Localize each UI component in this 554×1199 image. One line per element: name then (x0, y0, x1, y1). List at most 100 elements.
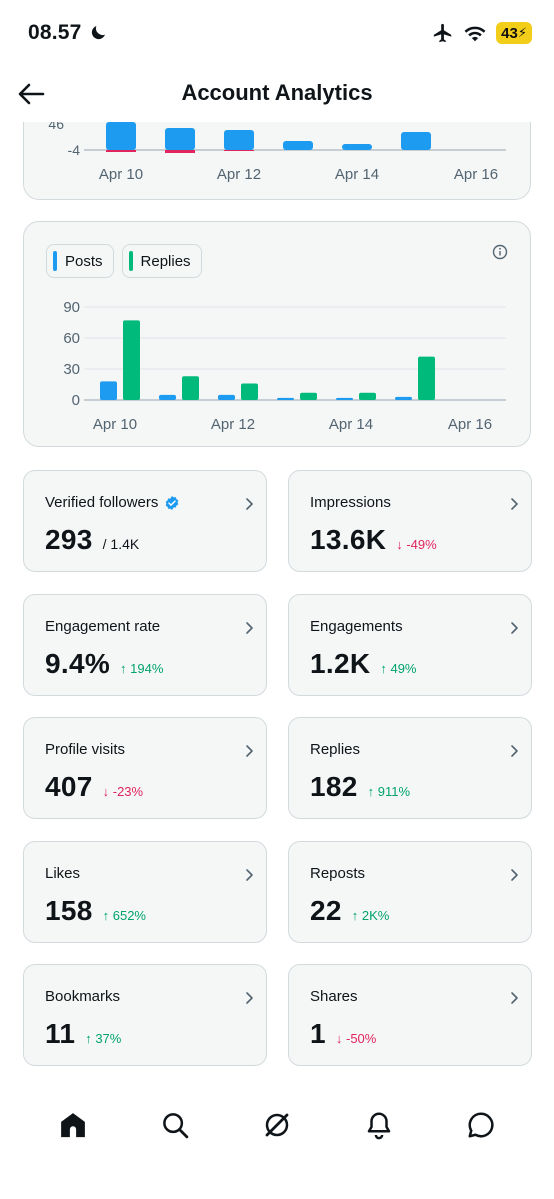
status-time: 08.57 (28, 21, 108, 45)
bar (342, 144, 372, 150)
home-icon (61, 1113, 85, 1138)
metric-value: 407 (45, 771, 93, 802)
metric-change: ↓ -50% (335, 1031, 377, 1046)
metric-label-text: Likes (45, 865, 81, 882)
chevron-right-icon (511, 622, 518, 634)
metric-change: ↑ 652% (102, 908, 146, 923)
x-tick-label: Apr 10 (93, 416, 137, 433)
metric-label: Engagements (310, 618, 403, 635)
chevron-right-icon (246, 869, 253, 881)
metric-value: 11 (45, 1018, 76, 1049)
posts-bar-apr-12 (218, 394, 235, 400)
y-tick-label: 30 (63, 361, 80, 378)
metric-label: Engagement rate (45, 618, 160, 635)
metric-value: 293 (45, 524, 93, 555)
top-chart: 46 -4 Apr 10 Apr 12 Apr 14 Apr 16 (48, 116, 506, 183)
replies-bar-apr-10 (123, 320, 140, 400)
posts-bar-apr-14 (336, 397, 353, 400)
replies-bar-apr-12 (241, 383, 258, 400)
metric-card[interactable]: Profile visits 407 ↓ -23% (23, 717, 267, 819)
messages-icon (468, 1112, 494, 1138)
metric-value: 13.6K (310, 524, 387, 555)
legend-replies[interactable]: Replies (121, 244, 202, 278)
legend-label: Posts (65, 252, 103, 270)
x-tick-label: Apr 12 (211, 416, 255, 433)
metric-label: Bookmarks (45, 988, 120, 1005)
metric-value-row: 13.6K ↓ -49% (310, 524, 437, 556)
header: Account Analytics (0, 66, 554, 122)
posts-bar-apr-10 (100, 381, 117, 400)
metric-value: 9.4% (45, 648, 111, 679)
metric-label: Verified followers (45, 494, 180, 511)
metric-card[interactable]: Replies 182 ↑ 911% (288, 717, 532, 819)
neg-bar (106, 150, 136, 152)
bell-icon (367, 1112, 391, 1140)
metric-label: Profile visits (45, 741, 125, 758)
metric-label-text: Engagement rate (45, 618, 161, 635)
back-arrow-icon (18, 83, 45, 105)
x-tick-label: Apr 14 (329, 416, 373, 433)
metric-change: ↑ 49% (380, 661, 417, 676)
bar (401, 132, 431, 150)
metric-value-row: 22 ↑ 2K% (310, 895, 389, 927)
x-tick: Apr 14 (335, 166, 379, 183)
metric-value: 158 (45, 895, 93, 926)
y-tick: -4 (68, 142, 81, 158)
x-tick-label: Apr 16 (448, 416, 492, 433)
chevron-right-icon (511, 498, 518, 510)
posts-bar-apr-11 (159, 394, 176, 400)
info-icon[interactable] (492, 244, 508, 260)
metric-value-row: 9.4% ↑ 194% (45, 648, 163, 680)
bar (165, 128, 195, 150)
back-button[interactable] (16, 80, 48, 108)
chevron-right-icon (511, 869, 518, 881)
metric-value: 1 (310, 1018, 326, 1049)
y-tick-label: 0 (72, 392, 80, 409)
metric-value-row: 1 ↓ -50% (310, 1018, 376, 1050)
metric-card[interactable]: Engagement rate 9.4% ↑ 194% (23, 594, 267, 696)
nav-grok[interactable] (257, 1105, 297, 1145)
page-title: Account Analytics (181, 80, 373, 105)
posts-bar-apr-15 (395, 396, 412, 400)
x-tick: Apr 10 (99, 166, 143, 183)
nav-home[interactable] (53, 1105, 93, 1145)
y-tick-label: 90 (63, 299, 80, 316)
metric-card[interactable]: Verified followers 293 / 1.4K (23, 470, 267, 572)
metric-card[interactable]: Likes 158 ↑ 652% (23, 841, 267, 943)
metric-change: ↑ 37% (85, 1031, 122, 1046)
metric-card[interactable]: Bookmarks 11 ↑ 37% (23, 964, 267, 1066)
posts-swatch (53, 251, 57, 271)
replies-swatch (128, 251, 133, 271)
x-tick: Apr 16 (454, 166, 498, 183)
metric-value-row: 407 ↓ -23% (45, 771, 143, 803)
nav-messages[interactable] (461, 1105, 501, 1145)
metric-label-text: Engagements (310, 618, 403, 635)
chevron-right-icon (246, 992, 253, 1004)
verified-badge-icon (166, 495, 179, 510)
metric-card[interactable]: Reposts 22 ↑ 2K% (288, 841, 532, 943)
metric-change: ↑ 2K% (351, 908, 390, 923)
metric-card[interactable]: Shares 1 ↓ -50% (288, 964, 532, 1066)
metric-label: Reposts (310, 865, 365, 882)
metric-label-text: Verified followers (45, 494, 159, 511)
metric-card[interactable]: Engagements 1.2K ↑ 49% (288, 594, 532, 696)
legend-posts[interactable]: Posts (46, 244, 114, 278)
metric-label-text: Replies (310, 741, 361, 758)
metric-value-row: 293 / 1.4K (45, 524, 139, 556)
metric-change: ↓ -49% (396, 537, 437, 552)
nav-notifications[interactable] (359, 1105, 399, 1145)
metric-value: 182 (310, 771, 358, 802)
chevron-right-icon (246, 622, 253, 634)
wifi-icon (464, 26, 486, 42)
battery-indicator: 43 ⚡ (496, 22, 532, 44)
metric-change: ↓ -23% (102, 784, 144, 799)
nav-search[interactable] (155, 1105, 195, 1145)
metric-change: ↑ 911% (367, 784, 411, 799)
chevron-right-icon (511, 992, 518, 1004)
neg-bar (165, 150, 195, 153)
metric-value: 22 (310, 895, 342, 926)
legend-label: Replies (140, 252, 191, 270)
chevron-right-icon (246, 745, 253, 757)
metric-card[interactable]: Impressions 13.6K ↓ -49% (288, 470, 532, 572)
bar (283, 141, 313, 150)
